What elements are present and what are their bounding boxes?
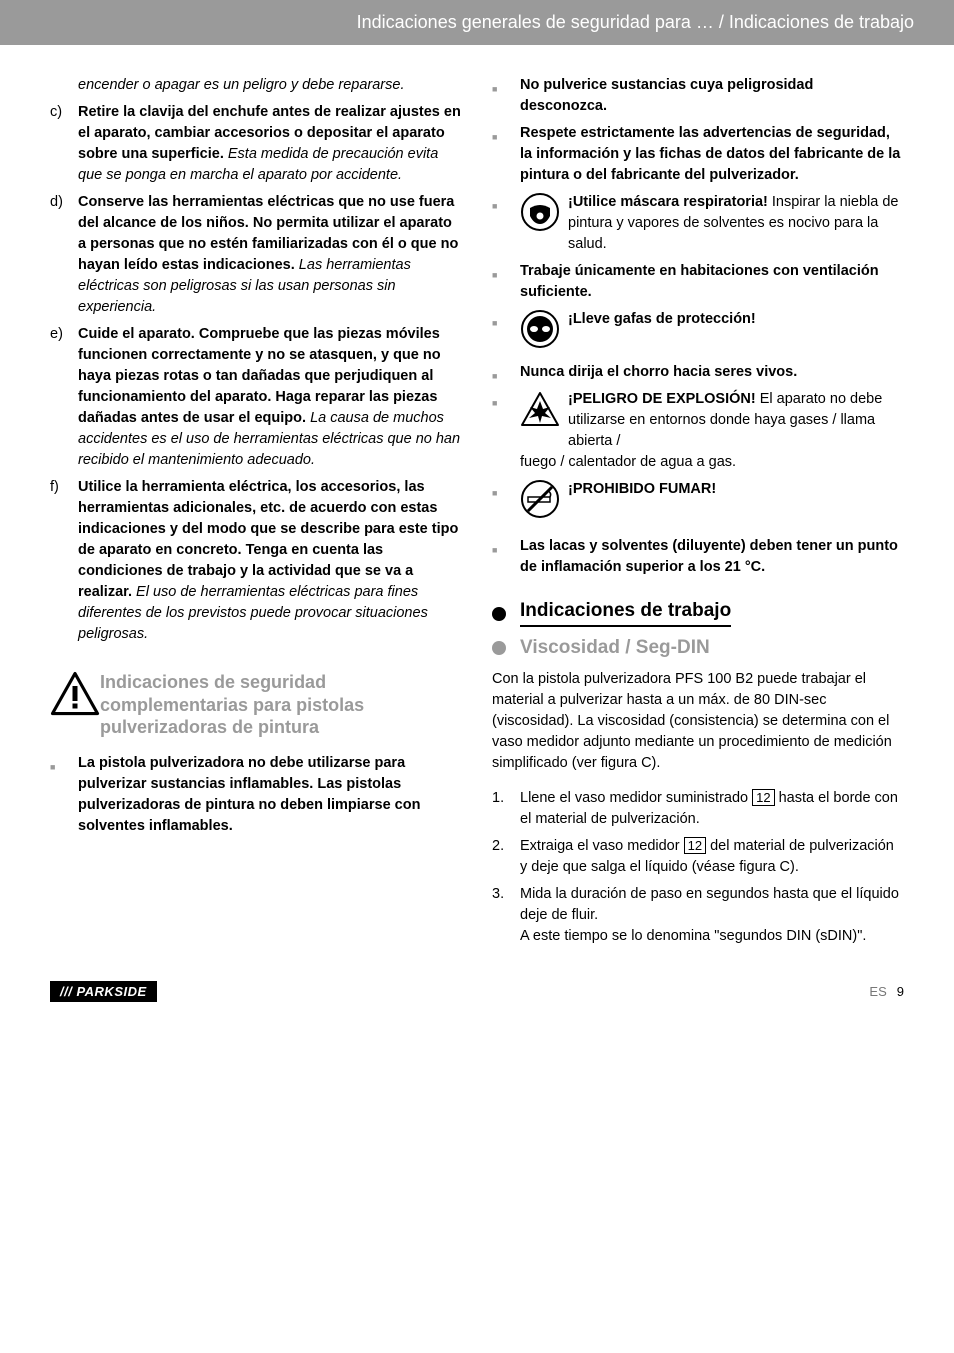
section-viscosity: Viscosidad / Seg-DIN: [492, 637, 904, 659]
f-bold: Utilice la herramienta eléctrica, los ac…: [78, 479, 458, 600]
square-bullet-icon: [50, 753, 78, 837]
section-work-instructions: Indicaciones de trabajo: [492, 600, 904, 627]
ref-12: 12: [684, 837, 706, 854]
marker-f: f): [50, 477, 78, 645]
square-bullet-icon: [492, 479, 520, 526]
rb4: Nunca dirija el chorro hacia seres vivos…: [520, 364, 797, 380]
square-bullet-icon: [492, 261, 520, 303]
explosion-item: ¡PELIGRO DE EXPLOSIÓN! El aparato no deb…: [492, 389, 904, 473]
rb2: Respete estrictamente las advertencias d…: [520, 125, 900, 183]
square-bullet-icon: [492, 123, 520, 186]
lang-code: ES: [869, 984, 886, 999]
mask-item: ¡Utilice máscara respiratoria! Inspirar …: [492, 192, 904, 255]
page-footer: /// PARKSIDE ES 9: [0, 973, 954, 1018]
marker-d: d): [50, 192, 78, 318]
item-e: e) Cuide el aparato. Compruebe que las p…: [50, 324, 462, 471]
smoke-text: ¡PROHIBIDO FUMAR!: [568, 481, 716, 497]
right-bullet-3: Trabaje únicamente en habitaciones con v…: [492, 261, 904, 303]
expl-tail: fuego / calentador de agua a gas.: [520, 452, 904, 473]
content-area: encender o apagar es un peligro y debe r…: [0, 45, 954, 973]
brand-logo: /// PARKSIDE: [50, 981, 157, 1002]
ref-12: 12: [752, 789, 774, 806]
page-header: Indicaciones generales de seguridad para…: [0, 0, 954, 45]
item-d: d) Conserve las herramientas eléctricas …: [50, 192, 462, 318]
left-column: encender o apagar es un peligro y debe r…: [50, 75, 462, 953]
mask-bold: ¡Utilice máscara respiratoria!: [568, 194, 768, 210]
right-bullet-4: Nunca dirija el chorro hacia seres vivos…: [492, 362, 904, 383]
viscosity-paragraph: Con la pistola pulverizadora PFS 100 B2 …: [492, 669, 904, 774]
item-f: f) Utilice la herramienta eléctrica, los…: [50, 477, 462, 645]
warning-section-header: Indicaciones de seguridad complementaria…: [50, 671, 462, 739]
square-bullet-icon: [492, 192, 520, 255]
rb5: Las lacas y solventes (diluyente) deben …: [520, 538, 898, 575]
goggles-text: ¡Lleve gafas de protección!: [568, 311, 756, 327]
sec2-title: Viscosidad / Seg-DIN: [520, 637, 710, 659]
section-dot-icon: [492, 641, 506, 655]
left-bullet-1: La pistola pulverizadora no debe utiliza…: [50, 753, 462, 837]
step-1-num: 1.: [492, 788, 520, 830]
step-3: 3. Mida la duración de paso en segundos …: [492, 884, 904, 947]
warning-triangle-icon: [50, 671, 100, 721]
lb1-text: La pistola pulverizadora no debe utiliza…: [78, 755, 420, 834]
intro-fragment: encender o apagar es un peligro y debe r…: [50, 75, 462, 96]
goggles-icon: [520, 309, 568, 356]
explosion-warning-icon: [520, 389, 568, 436]
right-bullet-2: Respete estrictamente las advertencias d…: [492, 123, 904, 186]
section-dot-icon: [492, 607, 506, 621]
respirator-mask-icon: [520, 192, 568, 239]
square-bullet-icon: [492, 309, 520, 356]
square-bullet-icon: [492, 536, 520, 578]
smoke-item: ¡PROHIBIDO FUMAR!: [492, 479, 904, 526]
rb3: Trabaje únicamente en habitaciones con v…: [520, 263, 879, 300]
n3-text: Mida la duración de paso en segundos has…: [520, 884, 904, 947]
marker-e: e): [50, 324, 78, 471]
goggles-item: ¡Lleve gafas de protección!: [492, 309, 904, 356]
rb1: No pulverice sustancias cuya peligrosida…: [520, 77, 813, 114]
expl-bold: ¡PELIGRO DE EXPLOSIÓN!: [568, 391, 756, 407]
square-bullet-icon: [492, 362, 520, 383]
warning-title: Indicaciones de seguridad complementaria…: [100, 671, 462, 739]
intro-text: encender o apagar es un peligro y debe r…: [78, 77, 404, 93]
n2a: Extraiga el vaso medidor: [520, 838, 684, 854]
n1a: Llene el vaso medidor suministrado: [520, 790, 752, 806]
marker-c: c): [50, 102, 78, 186]
no-smoking-icon: [520, 479, 568, 526]
step-2-num: 2.: [492, 836, 520, 878]
square-bullet-icon: [492, 389, 520, 473]
sec1-title: Indicaciones de trabajo: [520, 600, 731, 627]
step-1: 1. Llene el vaso medidor suministrado 12…: [492, 788, 904, 830]
step-2: 2. Extraiga el vaso medidor 12 del mater…: [492, 836, 904, 878]
item-c: c) Retire la clavija del enchufe antes d…: [50, 102, 462, 186]
step-3-num: 3.: [492, 884, 520, 947]
right-bullet-5: Las lacas y solventes (diluyente) deben …: [492, 536, 904, 578]
right-bullet-1: No pulverice sustancias cuya peligrosida…: [492, 75, 904, 117]
square-bullet-icon: [492, 75, 520, 117]
page-number: 9: [897, 984, 904, 999]
right-column: No pulverice sustancias cuya peligrosida…: [492, 75, 904, 953]
